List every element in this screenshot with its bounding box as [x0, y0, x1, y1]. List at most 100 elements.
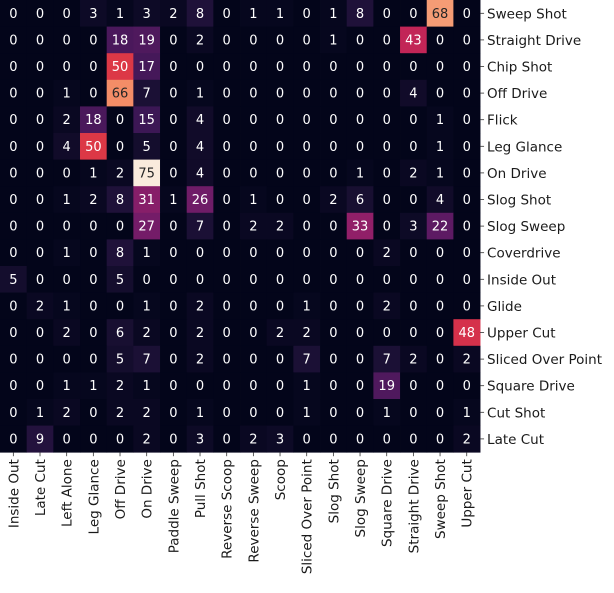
heatmap-cell-r0-c5 [133, 0, 161, 27]
heatmap-cell-r15-c0 [0, 399, 28, 426]
heatmap-cell-r16-c5 [133, 425, 161, 453]
cell-value-r10-c11: 0 [303, 273, 311, 288]
cell-value-r13-c7: 2 [196, 353, 204, 368]
cell-value-r14-c1: 0 [36, 379, 44, 394]
cell-value-r14-c5: 1 [143, 379, 151, 394]
cell-value-r12-c16: 0 [436, 326, 444, 341]
cell-value-r3-c7: 1 [196, 87, 204, 102]
heatmap-cell-r16-c7 [186, 425, 214, 453]
cell-value-r6-c17: 0 [463, 166, 471, 181]
heatmap-cell-r12-c16 [426, 319, 454, 347]
cell-value-r13-c11: 7 [303, 353, 311, 368]
cell-value-r16-c7: 3 [196, 432, 204, 447]
cell-value-r5-c9: 0 [249, 140, 257, 155]
heatmap-cell-r10-c5 [133, 266, 161, 293]
heatmap-cell-r5-c1 [26, 133, 54, 160]
cell-value-r14-c10: 0 [276, 379, 284, 394]
heatmap-cell-r2-c16 [426, 53, 454, 81]
x-tick-label-11: Sliced Over Point [300, 459, 316, 574]
heatmap-cell-r10-c8 [213, 266, 241, 293]
cell-value-r15-c15: 0 [409, 406, 417, 421]
cell-value-r9-c11: 0 [303, 246, 311, 261]
cell-value-r15-c6: 0 [169, 406, 177, 421]
heatmap-cell-r16-c14 [373, 425, 401, 453]
heatmap-cell-r9-c3 [80, 239, 108, 267]
heatmap-cell-r16-c0 [0, 425, 28, 453]
heatmap-cell-r0-c1 [26, 0, 54, 27]
heatmap-cell-r14-c6 [160, 372, 188, 400]
cell-value-r16-c10: 3 [276, 432, 284, 447]
cell-value-r3-c10: 0 [276, 87, 284, 102]
cell-value-r13-c10: 0 [276, 353, 284, 368]
heatmap-cell-r16-c17 [453, 425, 481, 453]
cell-value-r13-c13: 0 [356, 353, 364, 368]
heatmap-cell-r9-c8 [213, 239, 241, 267]
cell-value-r5-c11: 0 [303, 140, 311, 155]
cell-value-r1-c11: 0 [303, 33, 311, 48]
cell-value-r0-c17: 0 [463, 7, 471, 22]
heatmap-cell-r6-c10 [266, 159, 294, 187]
cell-value-r9-c14: 2 [383, 246, 391, 261]
cell-value-r2-c8: 0 [223, 60, 231, 75]
heatmap-cell-r11-c0 [0, 292, 28, 320]
cell-value-r0-c11: 0 [303, 7, 311, 22]
cell-value-r10-c16: 0 [436, 273, 444, 288]
heatmap-cell-r4-c5 [133, 106, 161, 134]
cell-value-r3-c16: 0 [436, 87, 444, 102]
heatmap-cell-r11-c2 [53, 292, 81, 320]
cell-value-r9-c15: 0 [409, 246, 417, 261]
heatmap-cell-r2-c15 [400, 53, 428, 81]
cell-value-r14-c3: 1 [89, 379, 97, 394]
heatmap-cell-r11-c9 [240, 292, 268, 320]
heatmap-cell-r13-c6 [160, 345, 188, 373]
cell-value-r13-c5: 7 [143, 353, 151, 368]
cell-value-r4-c9: 0 [249, 113, 257, 128]
heatmap-cell-r7-c9 [240, 186, 268, 214]
heatmap-cells: 0 0 0 3 1 3 2 8 0 1 1 0 1 8 0 0 68 00 0 0 0 18 19 0 2 0 0 0 0 1 0 0 43 0 0… [0, 0, 481, 453]
cell-value-r12-c0: 0 [9, 326, 17, 341]
cell-value-r9-c5: 1 [143, 246, 151, 261]
cell-value-r2-c15: 0 [409, 60, 417, 75]
cell-value-r1-c14: 0 [383, 33, 391, 48]
cell-value-r15-c0: 0 [9, 406, 17, 421]
heatmap-cell-r8-c0 [0, 212, 28, 240]
cell-value-r14-c9: 0 [249, 379, 257, 394]
cell-value-r6-c12: 0 [329, 166, 337, 181]
cell-value-r3-c9: 0 [249, 87, 257, 102]
cell-value-r1-c2: 0 [63, 33, 71, 48]
cell-value-r7-c1: 0 [36, 193, 44, 208]
heatmap-cell-r5-c10 [266, 133, 294, 160]
cell-value-r6-c14: 0 [383, 166, 391, 181]
heatmap-cell-r16-c3 [80, 425, 108, 453]
cell-value-r5-c7: 4 [196, 140, 204, 155]
heatmap-cell-r4-c10 [266, 106, 294, 134]
heatmap-cell-r4-c0 [0, 106, 28, 134]
heatmap-cell-r7-c15 [400, 186, 428, 214]
cell-value-r5-c4: 0 [116, 140, 124, 155]
cell-value-r8-c12: 0 [329, 220, 337, 235]
cell-value-r8-c10: 2 [276, 220, 284, 235]
heatmap-cell-r15-c4 [106, 399, 134, 426]
cell-value-r13-c14: 7 [383, 353, 391, 368]
cell-value-r13-c2: 0 [63, 353, 71, 368]
heatmap-cell-r3-c8 [213, 79, 241, 107]
cell-value-r5-c14: 0 [383, 140, 391, 155]
cell-value-r6-c1: 0 [36, 166, 44, 181]
heatmap-cell-r8-c11 [293, 212, 321, 240]
cell-value-r8-c6: 0 [169, 220, 177, 235]
cell-value-r9-c3: 0 [89, 246, 97, 261]
y-axis-labels: Sweep Shot Straight Drive Chip Shot Off Dri… [480, 6, 602, 448]
heatmap-cell-r5-c8 [213, 133, 241, 160]
heatmap-cell-r8-c13 [346, 212, 374, 240]
cell-value-r11-c16: 0 [436, 299, 444, 314]
cell-value-r6-c3: 1 [89, 166, 97, 181]
heatmap-cell-r3-c3 [80, 79, 108, 107]
cell-value-r15-c1: 1 [36, 406, 44, 421]
cell-value-r1-c3: 0 [89, 33, 97, 48]
heatmap-cell-r10-c6 [160, 266, 188, 293]
heatmap-cell-r1-c14 [373, 26, 401, 54]
cell-value-r16-c14: 0 [383, 432, 391, 447]
heatmap-cell-r5-c2 [53, 133, 81, 160]
x-tick-label-6: Paddle Sweep [166, 459, 182, 553]
cell-value-r14-c13: 0 [356, 379, 364, 394]
